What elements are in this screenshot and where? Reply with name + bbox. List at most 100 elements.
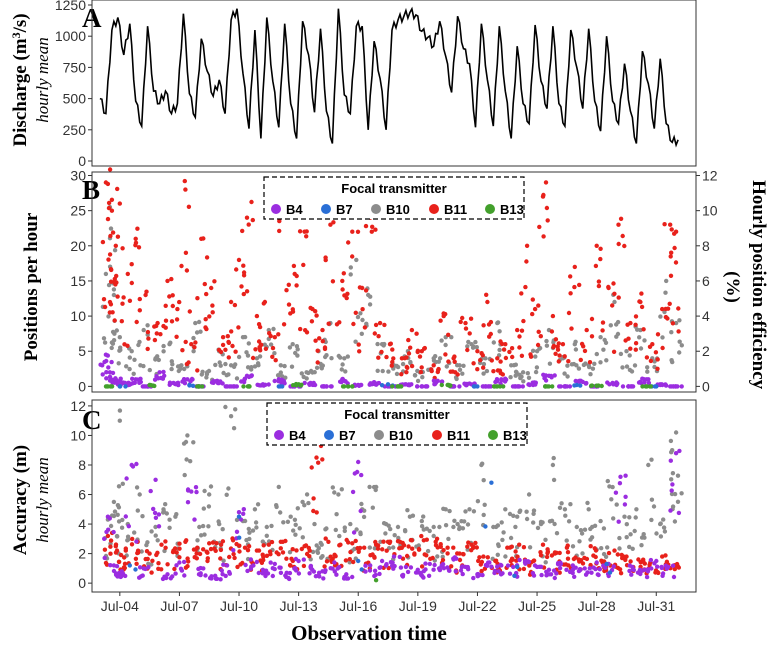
point-b11 — [165, 278, 170, 284]
point-b13 — [197, 384, 202, 389]
point-b10 — [386, 523, 391, 528]
point-b10 — [480, 461, 485, 466]
point-b4 — [148, 488, 153, 494]
point-b11 — [328, 222, 333, 227]
point-b10 — [295, 353, 300, 358]
point-b10 — [252, 364, 258, 369]
point-b11 — [628, 346, 633, 351]
point-b10 — [675, 473, 681, 478]
point-b11 — [580, 561, 586, 566]
point-b4 — [460, 564, 465, 569]
point-b11 — [473, 540, 478, 546]
point-b11 — [381, 539, 386, 544]
point-b10 — [465, 344, 470, 349]
point-b11 — [267, 549, 273, 554]
point-b11 — [562, 354, 567, 359]
point-b11 — [133, 556, 139, 561]
point-b4 — [104, 529, 109, 535]
point-b11 — [589, 316, 595, 322]
point-b10 — [608, 323, 613, 328]
point-b11 — [578, 357, 583, 363]
point-b11 — [466, 540, 471, 545]
point-b10 — [116, 361, 121, 366]
point-b13 — [241, 384, 246, 389]
point-b4 — [415, 384, 420, 389]
panel-a-plot: 0 250 500 750 1000 1250 — [55, 0, 679, 169]
point-b11 — [399, 372, 404, 377]
point-b11 — [113, 243, 119, 248]
point-b11 — [536, 329, 541, 334]
point-b4 — [114, 564, 120, 569]
y-tick-label: 500 — [63, 91, 87, 107]
point-b10 — [254, 356, 260, 361]
point-b11 — [517, 345, 522, 350]
point-b11 — [118, 552, 124, 558]
point-b11 — [410, 546, 415, 551]
point-b4 — [552, 575, 557, 581]
point-b10 — [167, 525, 172, 530]
point-b11 — [163, 545, 168, 550]
point-b11 — [322, 345, 328, 350]
point-b10 — [533, 369, 539, 375]
point-b13 — [501, 384, 506, 389]
point-b4 — [432, 562, 437, 568]
point-b4 — [98, 362, 103, 367]
point-b11 — [110, 230, 116, 235]
point-b10 — [182, 472, 187, 478]
point-b11 — [503, 355, 509, 361]
point-b4 — [158, 375, 164, 381]
x-axis: Jul-04 Jul-07 Jul-10 Jul-13 Jul-16 Jul-19 Jul-… — [101, 592, 676, 614]
x-tick-label: Jul-16 — [339, 598, 377, 614]
point-b11 — [648, 358, 654, 364]
point-b11 — [530, 297, 535, 302]
point-b11 — [333, 554, 338, 559]
point-b10 — [618, 351, 624, 357]
point-b11 — [303, 543, 309, 548]
point-b11 — [449, 564, 454, 569]
point-b11 — [453, 370, 458, 375]
point-b11 — [304, 229, 309, 234]
point-b11 — [662, 222, 667, 227]
point-b11 — [531, 558, 537, 563]
point-b10 — [233, 362, 238, 367]
point-b11 — [186, 204, 192, 209]
point-b10 — [254, 525, 259, 530]
point-b4 — [108, 563, 113, 568]
point-b10 — [549, 518, 555, 523]
point-b4 — [408, 565, 414, 570]
point-b11 — [438, 542, 443, 547]
point-b7 — [512, 573, 517, 578]
point-b10 — [287, 550, 293, 555]
point-b10 — [415, 368, 420, 374]
point-b10 — [119, 525, 125, 530]
point-b10 — [601, 551, 607, 557]
point-b4 — [316, 570, 322, 575]
point-b10 — [247, 530, 252, 535]
point-b10 — [271, 326, 276, 332]
point-b11 — [452, 359, 457, 364]
point-b10 — [253, 520, 259, 525]
point-b10 — [642, 338, 647, 343]
point-b11 — [204, 291, 209, 297]
point-b11 — [194, 551, 199, 556]
point-b11 — [545, 547, 550, 552]
point-b10 — [138, 363, 143, 368]
point-b11 — [406, 544, 411, 549]
point-b11 — [565, 556, 571, 561]
point-b10 — [108, 226, 114, 231]
point-b11 — [553, 351, 558, 356]
point-b10 — [530, 348, 536, 353]
point-b11 — [237, 549, 242, 554]
point-b10 — [102, 340, 108, 345]
point-b10 — [315, 548, 320, 554]
point-b10 — [518, 508, 523, 513]
point-b10 — [163, 502, 168, 507]
point-b11 — [227, 554, 232, 560]
point-b10 — [474, 345, 479, 350]
point-b11 — [353, 538, 358, 544]
point-b4 — [296, 571, 302, 576]
point-b11 — [568, 291, 573, 296]
point-b10 — [395, 364, 401, 370]
point-b4 — [601, 563, 606, 568]
point-b11 — [163, 318, 169, 323]
